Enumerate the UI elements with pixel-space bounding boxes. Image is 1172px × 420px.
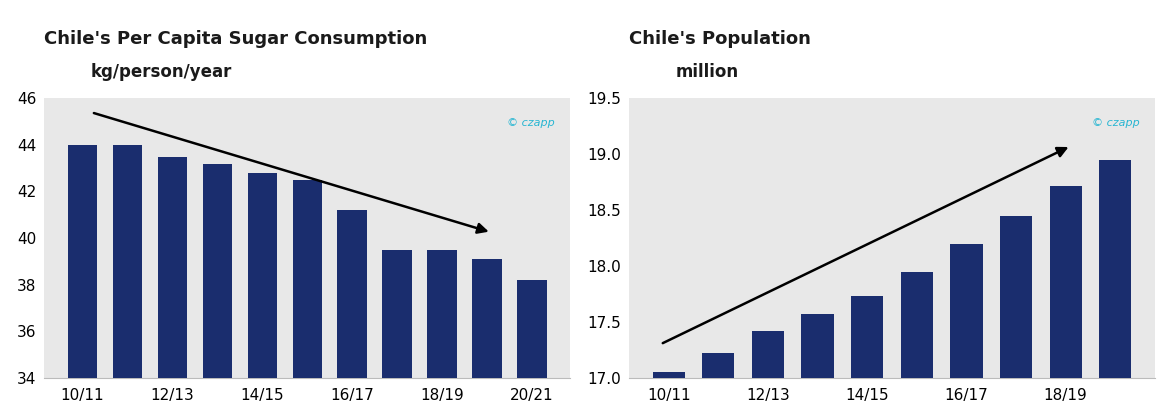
Bar: [158, 157, 186, 420]
Text: kg/person/year: kg/person/year: [90, 63, 232, 81]
Bar: [900, 272, 933, 420]
Text: Chile's Population: Chile's Population: [628, 30, 811, 48]
Bar: [1099, 160, 1131, 420]
Bar: [113, 145, 142, 420]
Text: million: million: [675, 63, 738, 81]
Bar: [517, 280, 546, 420]
Bar: [428, 250, 457, 420]
Bar: [338, 210, 367, 420]
Bar: [203, 163, 232, 420]
Bar: [950, 244, 982, 420]
Bar: [382, 250, 411, 420]
Bar: [702, 353, 735, 420]
Bar: [68, 145, 97, 420]
Bar: [472, 259, 502, 420]
Bar: [1000, 216, 1033, 420]
Bar: [751, 331, 784, 420]
Bar: [802, 314, 833, 420]
Bar: [653, 372, 684, 420]
Bar: [293, 180, 322, 420]
Bar: [851, 296, 884, 420]
Text: © czapp: © czapp: [507, 118, 554, 128]
Bar: [1050, 186, 1082, 420]
Text: © czapp: © czapp: [1092, 118, 1139, 128]
Bar: [247, 173, 277, 420]
Text: Chile's Per Capita Sugar Consumption: Chile's Per Capita Sugar Consumption: [43, 30, 427, 48]
